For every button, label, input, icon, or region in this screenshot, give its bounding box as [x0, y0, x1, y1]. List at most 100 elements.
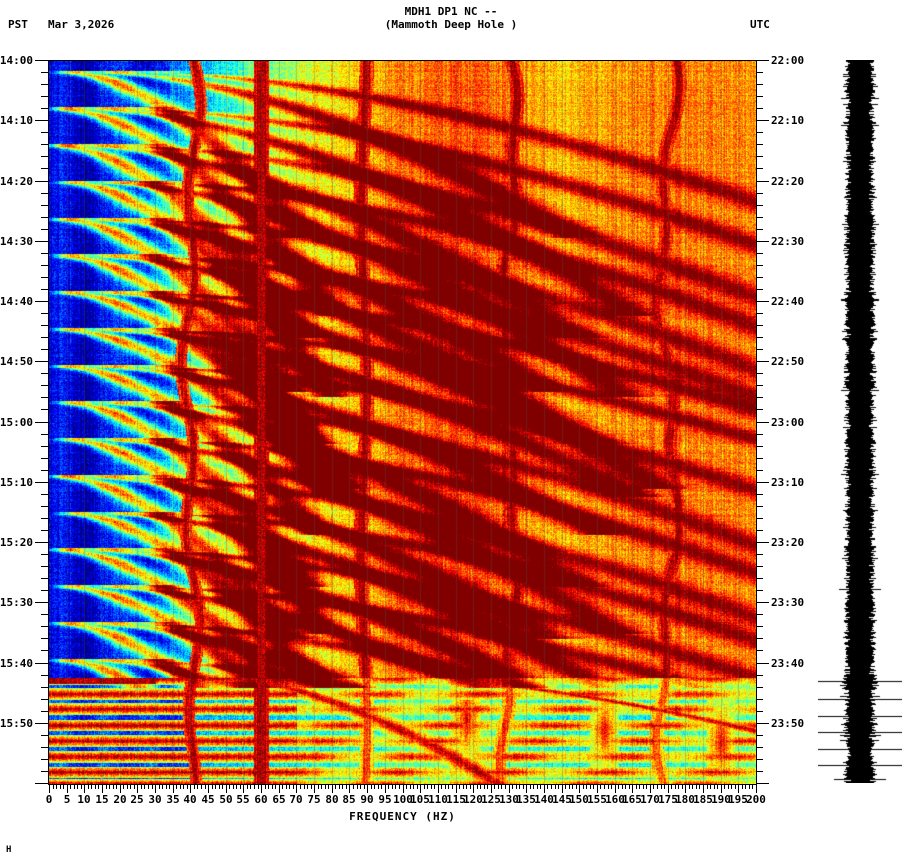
freq-tick-minor: [399, 784, 400, 789]
time-tick-minor: [756, 530, 763, 531]
time-tick-minor: [756, 759, 763, 760]
time-tick-minor: [756, 494, 763, 495]
freq-tick-minor: [328, 784, 329, 789]
freq-tick-major: [597, 784, 598, 793]
freq-tick-minor: [752, 784, 753, 789]
freq-tick-minor: [346, 784, 347, 789]
freq-tick-minor: [583, 784, 584, 789]
freq-tick-minor: [724, 784, 725, 789]
freq-tick-minor: [516, 784, 517, 789]
time-tick-minor: [756, 289, 763, 290]
freq-tick-minor: [197, 784, 198, 789]
freq-tick-minor: [470, 784, 471, 789]
freq-tick-minor: [106, 784, 107, 789]
spectrogram-plot[interactable]: [48, 60, 757, 785]
time-tick-minor: [41, 277, 48, 278]
freq-tick-minor: [304, 784, 305, 789]
freq-tick-major: [685, 784, 686, 793]
freq-tick-minor: [74, 784, 75, 789]
freq-tick-minor: [431, 784, 432, 789]
freq-tick-minor: [646, 784, 647, 789]
time-tick-minor: [756, 193, 763, 194]
time-tick-minor: [41, 132, 48, 133]
freq-label: 10: [77, 793, 91, 806]
time-tick-minor: [756, 217, 763, 218]
freq-label: 180: [675, 793, 695, 806]
freq-tick-major: [756, 784, 757, 793]
time-tick-minor: [756, 470, 763, 471]
freq-tick-minor: [576, 784, 577, 789]
time-tick-minor: [756, 229, 763, 230]
freq-tick-minor: [505, 784, 506, 789]
time-tick-minor: [41, 289, 48, 290]
freq-tick-major: [102, 784, 103, 793]
freq-tick-minor: [547, 784, 548, 789]
time-tick-major: [756, 60, 769, 61]
time-tick-minor: [41, 614, 48, 615]
date-label: Mar 3,2026: [48, 18, 115, 31]
freq-tick-major: [438, 784, 439, 793]
freq-tick-minor: [452, 784, 453, 789]
freq-tick-major: [544, 784, 545, 793]
freq-tick-minor: [590, 784, 591, 789]
freq-label: 5: [63, 793, 71, 806]
time-tick-minor: [756, 566, 763, 567]
time-tick-minor: [41, 626, 48, 627]
time-label-pst: 15:20: [0, 536, 33, 549]
freq-tick-major: [509, 784, 510, 793]
freq-label: 55: [236, 793, 250, 806]
freq-tick-minor: [63, 784, 64, 789]
freq-tick-minor: [622, 784, 623, 789]
time-tick-minor: [756, 313, 763, 314]
freq-tick-minor: [219, 784, 220, 789]
freq-label: 15: [95, 793, 109, 806]
freq-tick-minor: [618, 784, 619, 789]
freq-tick-minor: [707, 784, 708, 789]
time-tick-minor: [41, 349, 48, 350]
freq-tick-minor: [353, 784, 354, 789]
time-tick-minor: [756, 578, 763, 579]
time-tick-minor: [756, 518, 763, 519]
time-tick-minor: [756, 506, 763, 507]
freq-tick-minor: [205, 784, 206, 789]
freq-tick-major: [120, 784, 121, 793]
freq-label: 20: [113, 793, 127, 806]
freq-tick-minor: [268, 784, 269, 789]
frequency-axis-title: FREQUENCY (HZ): [349, 810, 456, 823]
freq-tick-major: [67, 784, 68, 793]
time-tick-minor: [41, 530, 48, 531]
time-label-pst: 14:00: [0, 54, 33, 67]
time-label-utc: 22:50: [771, 355, 805, 368]
freq-tick-minor: [360, 784, 361, 789]
freq-tick-minor: [477, 784, 478, 789]
time-tick-minor: [41, 325, 48, 326]
freq-tick-minor: [374, 784, 375, 789]
freq-tick-minor: [286, 784, 287, 789]
time-tick-minor: [41, 675, 48, 676]
freq-label: 110: [428, 793, 448, 806]
seismogram-trace: [818, 60, 902, 783]
time-label-pst: 14:50: [0, 355, 33, 368]
freq-tick-minor: [608, 784, 609, 789]
time-tick-minor: [41, 711, 48, 712]
freq-tick-minor: [512, 784, 513, 789]
freq-tick-minor: [183, 784, 184, 789]
time-tick-minor: [41, 373, 48, 374]
freq-tick-minor: [410, 784, 411, 789]
time-label-utc: 22:20: [771, 175, 805, 188]
time-label-pst: 14:10: [0, 114, 33, 127]
freq-label: 75: [307, 793, 321, 806]
corner-mark: H: [6, 845, 12, 855]
freq-tick-minor: [159, 784, 160, 789]
time-tick-minor: [756, 253, 763, 254]
freq-label: 45: [201, 793, 215, 806]
freq-tick-major: [208, 784, 209, 793]
time-tick-minor: [41, 409, 48, 410]
freq-label: 195: [728, 793, 748, 806]
freq-tick-major: [243, 784, 244, 793]
time-tick-minor: [41, 771, 48, 772]
freq-tick-major: [385, 784, 386, 793]
time-tick-minor: [756, 385, 763, 386]
freq-tick-major: [721, 784, 722, 793]
freq-tick-minor: [162, 784, 163, 789]
